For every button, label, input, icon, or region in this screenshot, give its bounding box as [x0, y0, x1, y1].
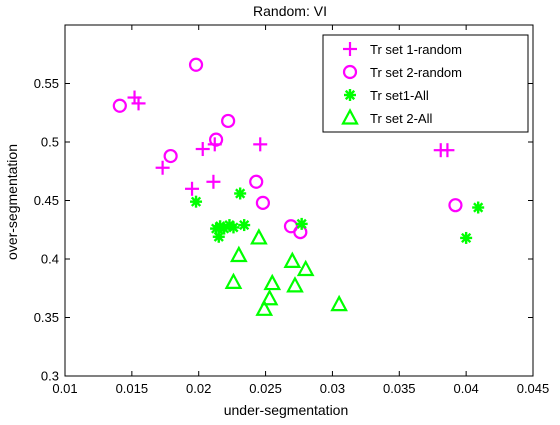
x-axis-label: under-segmentation: [224, 402, 349, 418]
data-point-asterisk: [295, 217, 308, 230]
y-tick-label: 0.4: [41, 252, 59, 267]
data-point-circle: [112, 98, 127, 113]
data-point-asterisk: [460, 231, 473, 244]
data-point-triangle: [283, 251, 302, 268]
data-point-asterisk: [234, 187, 247, 200]
series-asterisk: [190, 187, 485, 244]
data-point-asterisk: [238, 219, 251, 232]
data-point-circle: [221, 113, 236, 129]
series-circle: [112, 57, 463, 240]
legend-label: Tr set 1-random: [370, 42, 462, 57]
x-tick-label: 0.02: [186, 381, 211, 396]
data-point-plus: [206, 174, 221, 189]
chart-title: Random: VI: [253, 3, 327, 19]
data-point-plus: [185, 181, 200, 196]
axis-ticks: 0.01 0.015 0.02 0.025 0.03 0.035 0.04 0.045 0.3 0…: [34, 25, 550, 396]
data-point-asterisk: [227, 221, 240, 234]
x-tick-label: 0.03: [320, 381, 345, 396]
x-tick-label: 0.045: [517, 381, 550, 396]
series-plus: [127, 90, 455, 196]
data-point-triangle: [224, 272, 243, 289]
x-tick-label: 0.025: [249, 381, 282, 396]
data-point-plus: [155, 160, 170, 175]
series-triangle: [224, 228, 348, 316]
data-point-triangle: [330, 294, 348, 312]
data-point-triangle: [260, 288, 279, 306]
data-point-triangle: [286, 276, 304, 293]
x-tick-label: 0.04: [453, 381, 478, 396]
y-tick-label: 0.55: [34, 76, 59, 91]
y-axis-label: over-segmentation: [4, 144, 20, 260]
data-point-triangle: [229, 245, 248, 263]
data-points: [112, 57, 485, 316]
data-point-circle: [255, 195, 270, 210]
data-point-circle: [249, 174, 264, 189]
legend-box: [322, 34, 529, 133]
data-point-circle: [188, 57, 204, 72]
legend-label: Tr set 2-All: [370, 111, 432, 126]
legend-marker-plus: [343, 42, 357, 56]
x-tick-label: 0.035: [383, 381, 416, 396]
data-point-asterisk: [472, 201, 485, 214]
x-tick-label: 0.015: [116, 381, 149, 396]
legend-marker-triangle: [341, 108, 359, 125]
data-point-triangle: [250, 228, 268, 245]
data-point-triangle: [255, 299, 274, 316]
data-point-plus: [195, 142, 210, 157]
y-tick-label: 0.45: [34, 193, 59, 208]
legend-marker-asterisk: [344, 89, 356, 101]
data-point-plus: [253, 137, 268, 152]
legend-label: Tr set1-All: [370, 88, 429, 103]
data-point-plus: [131, 96, 146, 111]
legend: Tr set 1-random Tr set 2-random Tr set1-Al…: [322, 34, 529, 133]
data-point-circle: [448, 198, 463, 213]
data-point-circle: [208, 132, 224, 147]
y-tick-label: 0.5: [41, 135, 59, 150]
data-point-asterisk: [190, 195, 203, 208]
data-point-plus: [440, 143, 455, 158]
legend-marker-circle: [342, 64, 358, 80]
data-point-asterisk: [212, 230, 225, 243]
x-tick-label: 0.01: [52, 381, 77, 396]
data-point-triangle: [263, 273, 282, 291]
y-tick-label: 0.3: [41, 369, 59, 384]
legend-label: Tr set 2-random: [370, 65, 462, 80]
y-tick-label: 0.35: [34, 310, 59, 325]
data-point-circle: [163, 148, 178, 164]
data-point-triangle: [296, 259, 315, 277]
